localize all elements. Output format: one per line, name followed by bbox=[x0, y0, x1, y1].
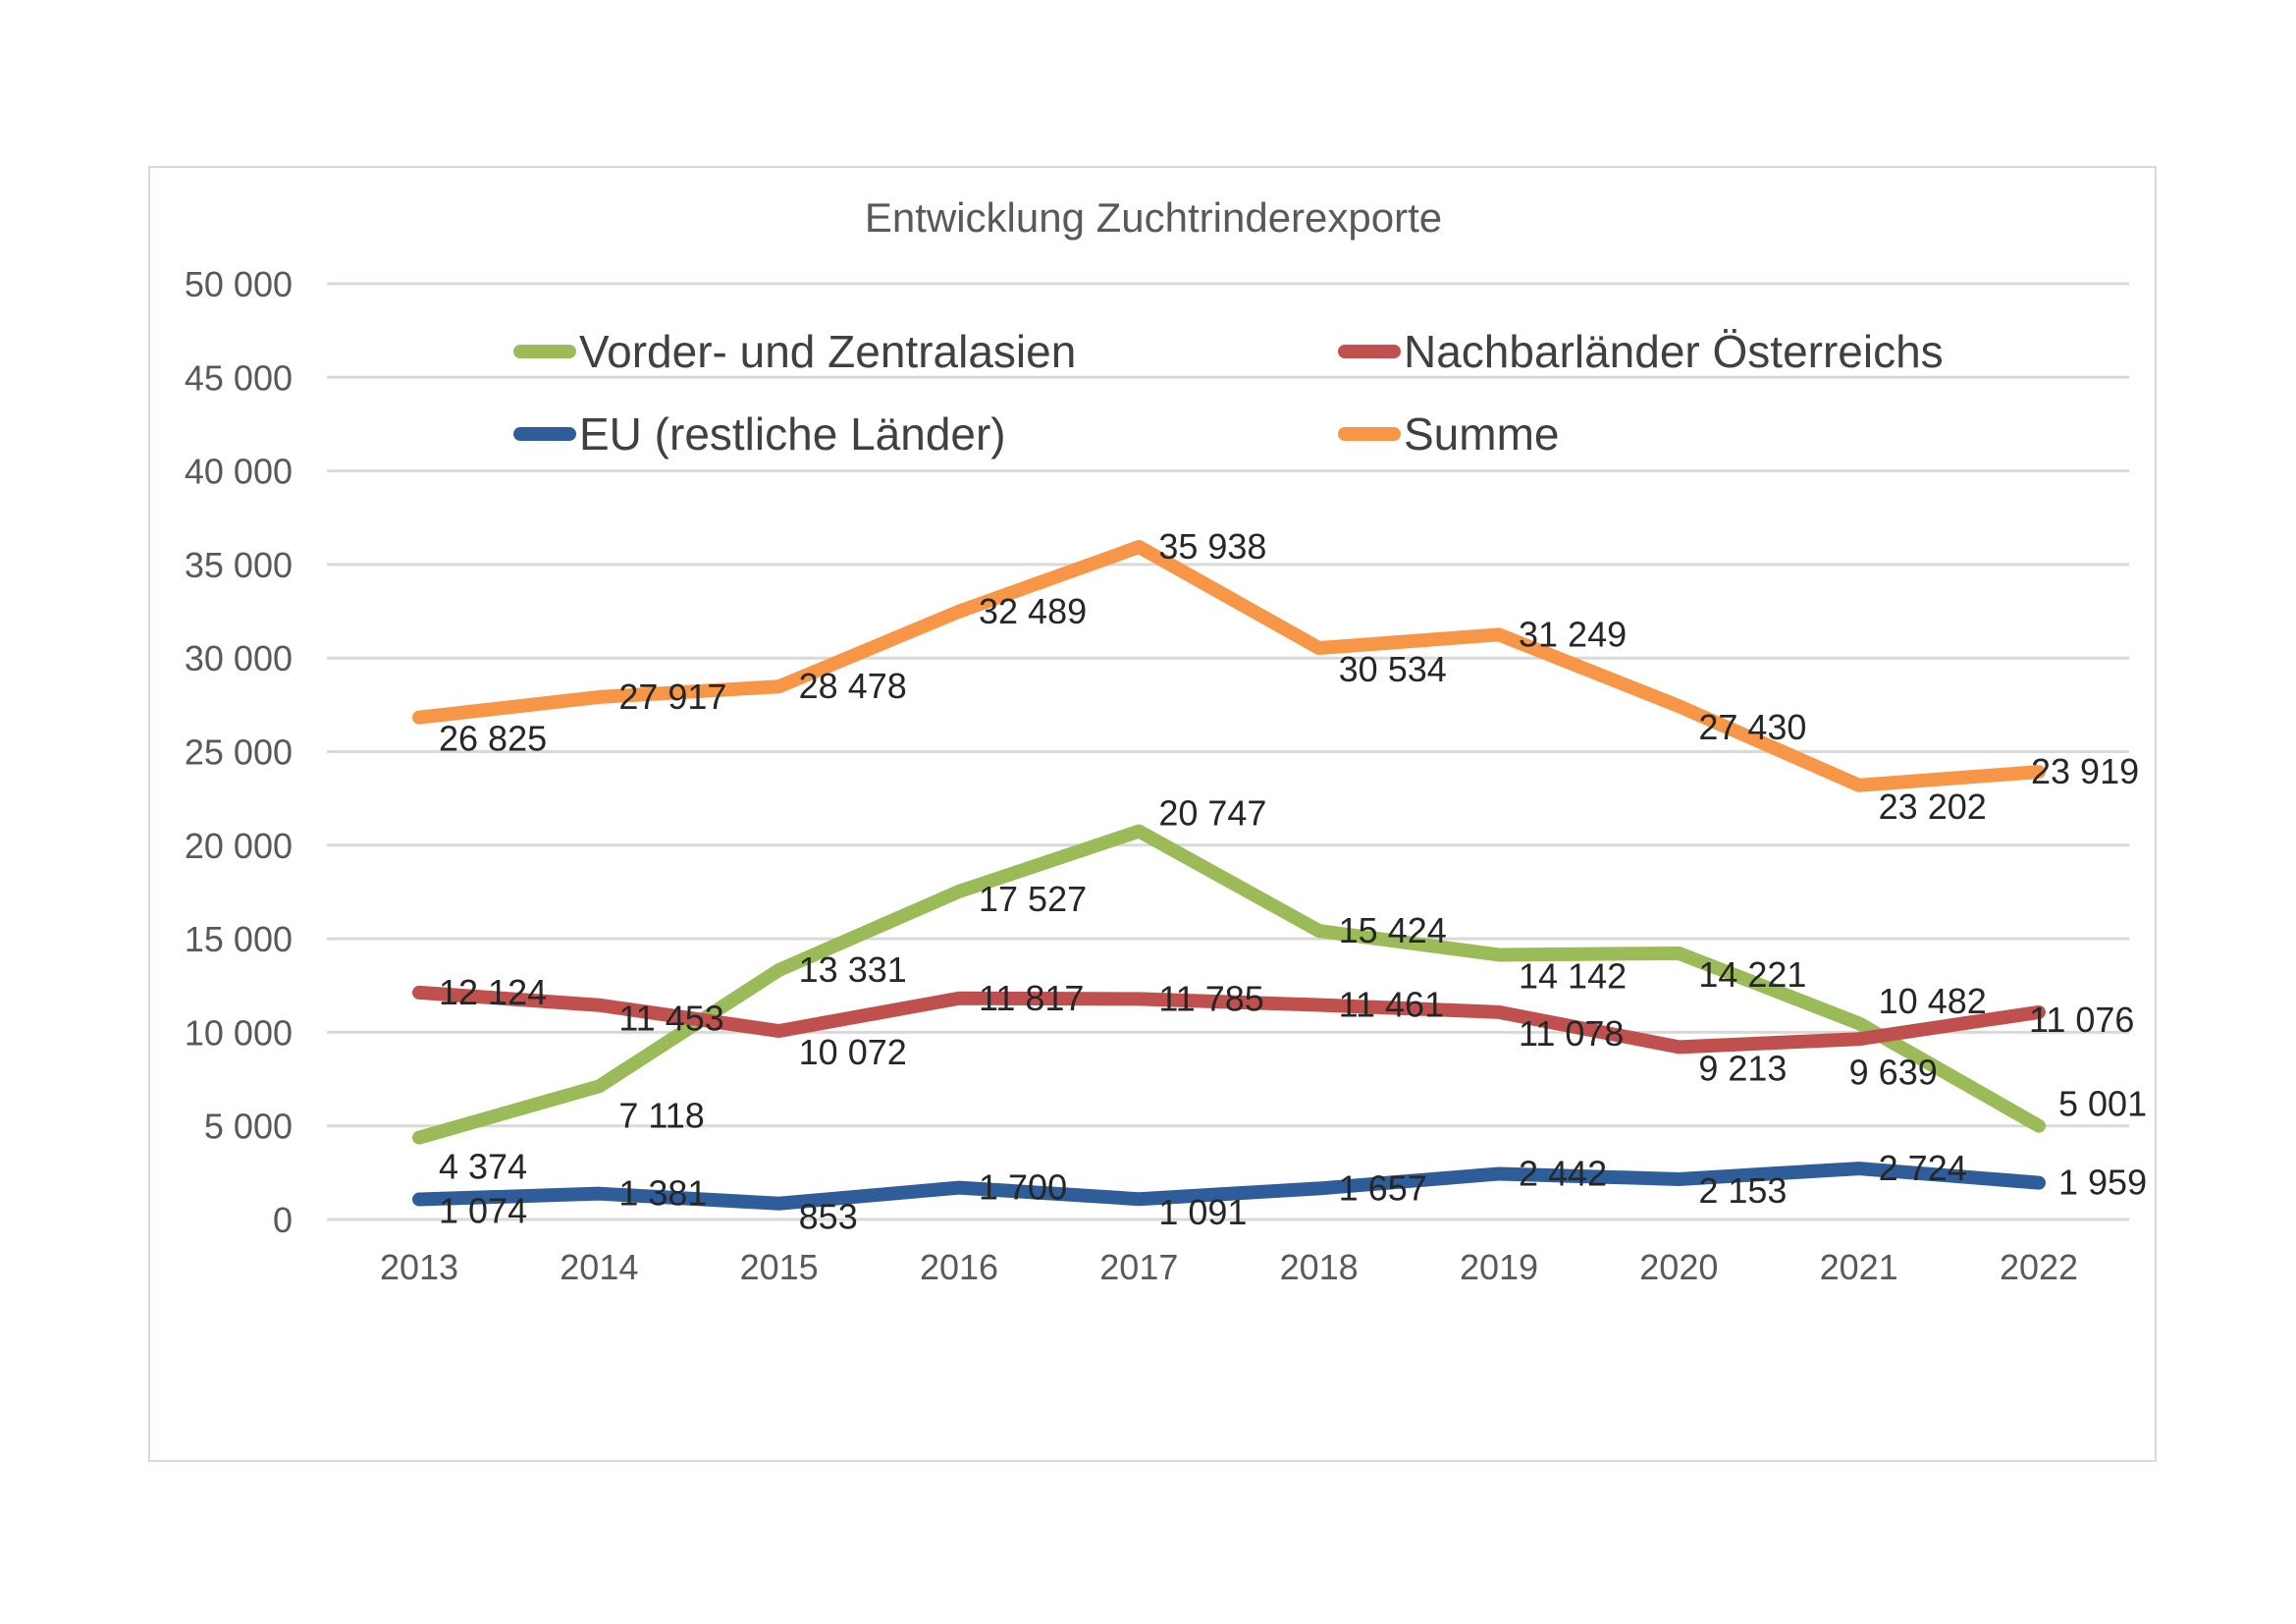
data-label: 26 825 bbox=[439, 719, 547, 759]
data-label: 1 381 bbox=[618, 1173, 707, 1214]
y-tick-label: 25 000 bbox=[185, 732, 293, 773]
data-label: 1 959 bbox=[2058, 1163, 2147, 1203]
data-label: 1 074 bbox=[439, 1191, 527, 1231]
x-tick-label: 2019 bbox=[1460, 1247, 1538, 1287]
x-tick-label: 2013 bbox=[380, 1247, 458, 1287]
data-label: 2 724 bbox=[1879, 1148, 1967, 1188]
data-label: 12 124 bbox=[439, 972, 547, 1012]
data-label: 10 072 bbox=[799, 1032, 907, 1072]
y-tick-label: 40 000 bbox=[185, 452, 293, 492]
data-label: 2 442 bbox=[1519, 1153, 1607, 1193]
data-label: 2 153 bbox=[1698, 1170, 1787, 1211]
y-tick-label: 0 bbox=[273, 1200, 293, 1240]
data-label: 11 785 bbox=[1158, 978, 1263, 1018]
series-line-2 bbox=[412, 1162, 2046, 1211]
data-label: 853 bbox=[799, 1197, 858, 1237]
data-label: 17 527 bbox=[979, 879, 1087, 919]
chart-frame bbox=[148, 166, 2157, 1462]
data-labels: 4 374 7 118 13 331 17 527 20 747 15 424 14 142… bbox=[439, 526, 2147, 1237]
data-label: 1 657 bbox=[1339, 1167, 1427, 1208]
data-label: 10 482 bbox=[1879, 981, 1987, 1021]
data-label: 15 424 bbox=[1339, 910, 1447, 950]
legend-label: Summe bbox=[1404, 408, 1559, 460]
data-label: 30 534 bbox=[1339, 649, 1447, 689]
x-tick-label: 2015 bbox=[740, 1247, 819, 1287]
chart-title: Entwicklung Zuchtrinderexporte bbox=[865, 194, 1442, 241]
data-label: 27 430 bbox=[1698, 707, 1806, 747]
x-tick-label: 2018 bbox=[1280, 1247, 1359, 1287]
legend: Vorder- und Zentralasien Nachbarländer Ös… bbox=[513, 326, 1944, 460]
series-line-3 bbox=[412, 540, 2046, 792]
y-tick-label: 50 000 bbox=[185, 264, 293, 304]
data-label: 23 919 bbox=[2031, 751, 2139, 791]
data-label: 32 489 bbox=[979, 591, 1087, 631]
data-label: 11 461 bbox=[1339, 985, 1444, 1025]
x-tick-label: 2021 bbox=[1820, 1247, 1898, 1287]
series-line-0 bbox=[412, 824, 2046, 1145]
data-label: 14 221 bbox=[1698, 954, 1806, 995]
data-label: 1 700 bbox=[979, 1167, 1067, 1208]
legend-label: EU (restliche Länder) bbox=[579, 408, 1006, 460]
data-label: 5 001 bbox=[2058, 1084, 2147, 1124]
y-tick-label: 10 000 bbox=[185, 1012, 293, 1053]
y-tick-label: 15 000 bbox=[185, 919, 293, 959]
x-tick-label: 2014 bbox=[560, 1247, 638, 1287]
x-tick-label: 2022 bbox=[2000, 1247, 2078, 1287]
data-label: 11 817 bbox=[979, 978, 1084, 1018]
x-tick-label: 2020 bbox=[1639, 1247, 1718, 1287]
y-axis-ticks: 0 5 000 10 000 15 000 20 000 25 000 30 000 35 0… bbox=[185, 264, 293, 1240]
data-label: 27 917 bbox=[618, 677, 726, 717]
data-label: 13 331 bbox=[799, 949, 907, 990]
data-label: 28 478 bbox=[799, 666, 907, 706]
data-label: 14 142 bbox=[1519, 955, 1627, 996]
legend-label: Nachbarländer Österreichs bbox=[1404, 326, 1944, 377]
legend-label: Vorder- und Zentralasien bbox=[579, 326, 1076, 377]
x-tick-label: 2016 bbox=[920, 1247, 998, 1287]
series-line-1 bbox=[412, 985, 2046, 1055]
data-label: 4 374 bbox=[439, 1147, 527, 1187]
data-label: 20 747 bbox=[1158, 793, 1266, 834]
data-label: 9 213 bbox=[1698, 1048, 1787, 1088]
gridlines bbox=[327, 282, 2129, 1221]
data-label: 11 453 bbox=[618, 999, 723, 1039]
data-label: 35 938 bbox=[1158, 526, 1266, 567]
x-tick-label: 2017 bbox=[1099, 1247, 1178, 1287]
y-tick-label: 5 000 bbox=[204, 1107, 293, 1147]
data-label: 11 078 bbox=[1519, 1013, 1624, 1054]
y-tick-label: 35 000 bbox=[185, 545, 293, 585]
y-tick-label: 45 000 bbox=[185, 357, 293, 398]
data-label: 1 091 bbox=[1158, 1192, 1247, 1232]
series-lines bbox=[412, 540, 2046, 1211]
data-label: 11 076 bbox=[2029, 1000, 2134, 1040]
x-axis-ticks: 2013 2014 2015 2016 2017 2018 2019 2020 2021 2022 bbox=[380, 1247, 2078, 1287]
y-tick-label: 30 000 bbox=[185, 638, 293, 678]
y-tick-label: 20 000 bbox=[185, 826, 293, 866]
data-label: 23 202 bbox=[1879, 786, 1987, 827]
data-label: 7 118 bbox=[618, 1095, 704, 1135]
data-label: 9 639 bbox=[1849, 1052, 1938, 1092]
data-label: 31 249 bbox=[1519, 614, 1627, 654]
